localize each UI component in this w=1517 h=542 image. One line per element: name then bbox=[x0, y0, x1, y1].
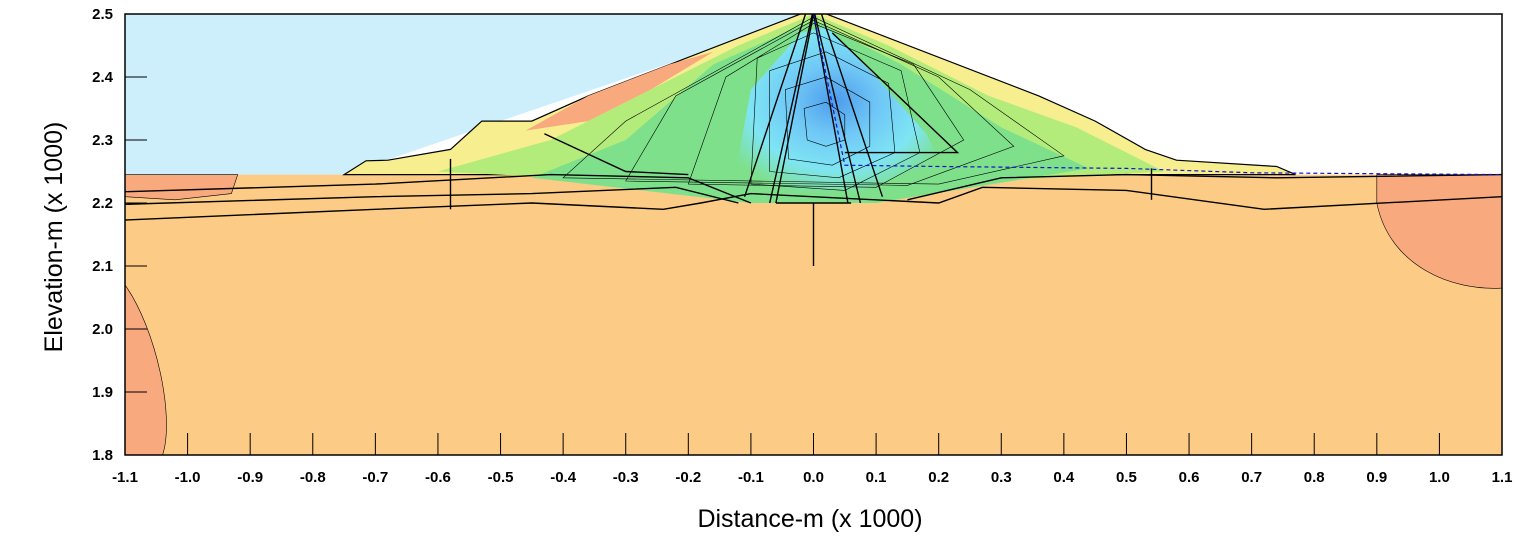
x-tick-label: 0.7 bbox=[1241, 469, 1262, 486]
x-tick-label: 0.6 bbox=[1179, 469, 1200, 486]
x-tick-label: 0.5 bbox=[1116, 469, 1137, 486]
x-tick-label: -0.4 bbox=[550, 469, 577, 486]
x-tick-label: -0.5 bbox=[488, 469, 514, 486]
y-tick-label: 2.1 bbox=[92, 258, 113, 275]
plot-area bbox=[125, 14, 1502, 455]
zone-boundaries bbox=[125, 14, 1502, 266]
x-tick-label: -0.1 bbox=[738, 469, 764, 486]
x-tick-label: 1.0 bbox=[1429, 469, 1450, 486]
contour-line bbox=[687, 23, 965, 188]
x-tick-label: -0.9 bbox=[237, 469, 263, 486]
y-tick-label: 1.9 bbox=[92, 384, 113, 401]
zone-boundary bbox=[125, 173, 752, 204]
x-tick-label: 1.1 bbox=[1492, 469, 1513, 486]
x-tick-label: 0.0 bbox=[803, 469, 824, 486]
x-tick-label: -0.2 bbox=[675, 469, 701, 486]
x-tick-label: -0.6 bbox=[425, 469, 451, 486]
phreatic-line bbox=[812, 14, 1502, 176]
x-tick-label: 0.4 bbox=[1053, 469, 1075, 486]
zone-boundary bbox=[125, 186, 1502, 221]
reservoir-water bbox=[125, 14, 814, 175]
contour-line bbox=[625, 19, 1015, 186]
y-tick-label: 1.8 bbox=[92, 447, 113, 464]
x-tick-label: -1.0 bbox=[175, 469, 201, 486]
y-tick-label: 2.4 bbox=[92, 69, 114, 86]
contour-line bbox=[784, 76, 871, 166]
foundation-layer bbox=[125, 174, 1502, 455]
x-tick-label: 0.2 bbox=[928, 469, 949, 486]
x-axis-ticks bbox=[124, 433, 1503, 455]
y-tick-label: 2.3 bbox=[92, 132, 113, 149]
upstream-dark-zone bbox=[525, 51, 714, 131]
y-axis-title: Elevation-m (x 1000) bbox=[40, 122, 68, 353]
y-axis-ticks bbox=[125, 13, 147, 456]
zone-boundary bbox=[831, 32, 960, 154]
zone-boundary bbox=[820, 14, 884, 197]
zone-boundary bbox=[125, 186, 739, 205]
x-tick-label: 0.8 bbox=[1304, 469, 1325, 486]
x-tick-label: -0.3 bbox=[613, 469, 639, 486]
y-tick-label: 2.0 bbox=[92, 321, 113, 338]
contour-lines bbox=[562, 16, 1065, 191]
zone-boundary bbox=[769, 14, 862, 204]
zone-boundary bbox=[907, 173, 1502, 201]
x-tick-label: 0.9 bbox=[1366, 469, 1387, 486]
y-tick-label: 2.2 bbox=[92, 195, 113, 212]
zone-boundary bbox=[743, 14, 807, 197]
x-tick-label: -1.1 bbox=[112, 469, 138, 486]
zone-boundary bbox=[544, 133, 689, 176]
contour-line bbox=[803, 101, 846, 147]
zone-boundary bbox=[775, 14, 849, 204]
contour-line bbox=[769, 51, 896, 179]
x-tick-label: 0.3 bbox=[991, 469, 1012, 486]
x-tick-label: -0.8 bbox=[300, 469, 326, 486]
y-tick-label: 2.5 bbox=[92, 6, 113, 23]
x-tick-label: 0.1 bbox=[866, 469, 887, 486]
x-tick-label: -0.7 bbox=[362, 469, 388, 486]
contour-line bbox=[562, 16, 1065, 185]
foundation-dark-zone-upstream bbox=[125, 174, 239, 201]
x-axis-title: Distance-m (x 1000) bbox=[697, 505, 922, 533]
y-tick-labels: 1.8 1.9 2.0 2.1 2.2 2.3 2.4 2.5 bbox=[92, 6, 114, 464]
x-tick-labels: -1.1 -1.0 -0.9 -0.8 -0.7 -0.6 -0.5 -0.4 -0.3 -0.2… bbox=[112, 469, 1512, 486]
